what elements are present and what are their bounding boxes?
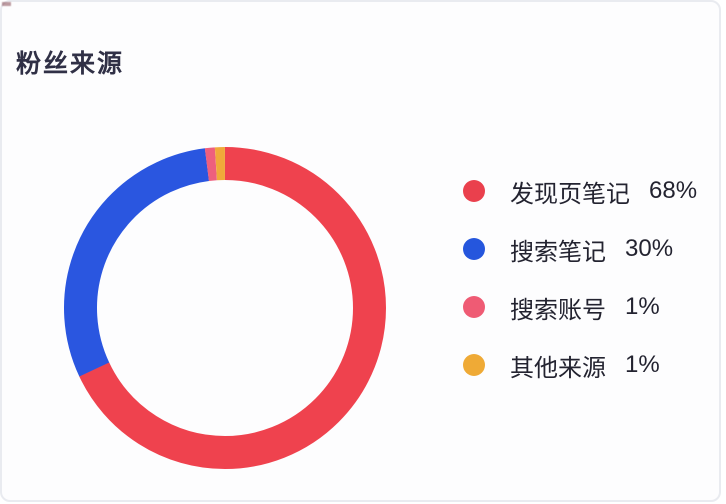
legend-dot-icon [463,354,485,376]
screenshot-artifact [2,2,11,6]
legend-item-other-sources[interactable]: 其他来源 1% [463,351,697,382]
legend-dot-icon [463,180,485,202]
legend-dot-icon [463,296,485,318]
legend-label: 搜索账号 [510,296,606,324]
legend-label: 其他来源 [510,354,606,382]
donut-segment[interactable] [64,147,387,470]
legend-label: 搜索笔记 [510,238,606,266]
legend-value: 1% [625,293,660,320]
donut-segment[interactable] [64,147,386,469]
legend-value: 68% [649,177,698,204]
donut-segment[interactable] [55,138,395,478]
donut-chart[interactable] [55,138,395,478]
legend-item-discovery-notes[interactable]: 发现页笔记 68% [463,177,698,208]
legend-dot-icon [463,238,485,260]
legend: 发现页笔记 68% 搜索笔记 30% 搜索账号 1% 其他来源 1% [463,177,698,382]
legend-item-search-notes[interactable]: 搜索笔记 30% [463,235,697,266]
legend-item-search-account[interactable]: 搜索账号 1% [463,293,697,324]
legend-value: 30% [625,235,674,262]
donut-segment[interactable] [64,147,386,469]
legend-value: 1% [625,351,660,378]
legend-label: 发现页笔记 [510,180,630,208]
page-title: 粉丝来源 [16,50,125,78]
